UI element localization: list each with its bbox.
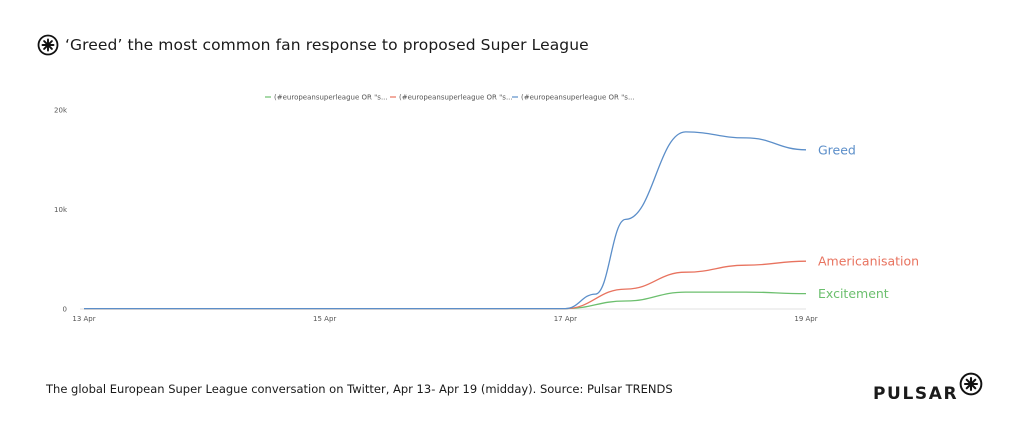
legend-entry: (#europeansuperleague OR "s... (274, 94, 388, 102)
x-tick-label: 17 Apr (554, 315, 577, 323)
x-tick-label: 15 Apr (313, 315, 336, 323)
series-label-americanisation: Americanisation (818, 254, 919, 269)
chart-title: ‘Greed’ the most common fan response to … (65, 36, 589, 54)
legend-entry: (#europeansuperleague OR "s... (399, 94, 513, 102)
pulsar-asterisk-icon (959, 372, 983, 396)
y-tick-label: 20k (54, 107, 68, 115)
brand-logo: PULSAR (873, 372, 983, 404)
legend-entry: (#europeansuperleague OR "s... (521, 94, 635, 102)
source-caption: The global European Super League convers… (46, 382, 673, 396)
y-tick-label: 0 (63, 306, 67, 314)
series-label-excitement: Excitement (818, 286, 889, 301)
line-chart: 0 10k 20k 13 Apr 15 Apr 17 Apr 19 Apr Excitemen… (54, 94, 919, 324)
pulsar-asterisk-icon (37, 34, 59, 56)
brand-name: PULSAR (873, 384, 959, 404)
x-tick-label: 19 Apr (794, 315, 817, 323)
series-line-greed (84, 131, 807, 310)
x-tick-label: 13 Apr (72, 315, 95, 323)
series-line-americanisation (84, 260, 807, 310)
y-tick-label: 10k (54, 206, 68, 214)
chart-title-row: ‘Greed’ the most common fan response to … (37, 34, 589, 56)
series-line-excitement (84, 291, 807, 310)
series-label-greed: Greed (818, 142, 856, 157)
